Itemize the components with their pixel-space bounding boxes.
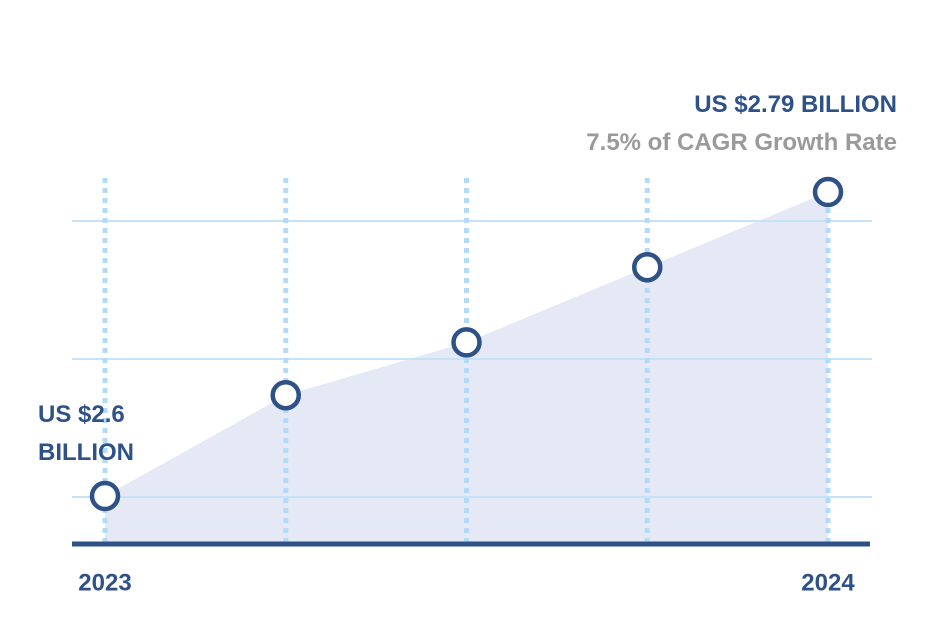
- growth-annotation: 7.5% of CAGR Growth Rate: [586, 129, 897, 156]
- x-tick-label: 2024: [801, 569, 855, 596]
- end-annotation: US $2.79 BILLION: [694, 91, 897, 118]
- marker: [812, 176, 844, 208]
- marker: [270, 379, 301, 411]
- marker: [632, 251, 663, 283]
- x-tick-label: 2023: [78, 569, 131, 596]
- start-annotation: US $2.6 BILLION: [38, 401, 134, 466]
- grid: [72, 220, 872, 498]
- marker: [451, 327, 482, 358]
- marker: [89, 480, 121, 512]
